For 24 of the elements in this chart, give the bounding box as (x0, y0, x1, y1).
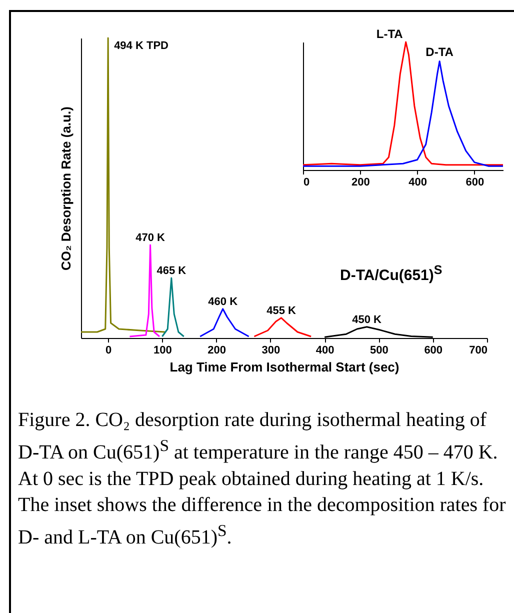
x-tick-label: 400 (408, 176, 427, 188)
x-tick-label: 100 (154, 344, 172, 356)
series-label: 470 K (136, 232, 166, 244)
y-axis-title: CO₂ Desorption Rate (a.u.) (58, 106, 74, 270)
series-label: 460 K (208, 296, 238, 308)
series-label: 494 K TPD (114, 40, 169, 52)
x-tick-label: 500 (370, 344, 388, 356)
series-label: D-TA (426, 45, 454, 60)
series-label: 455 K (266, 304, 296, 317)
x-tick-label: 200 (208, 344, 226, 356)
series-label: 465 K (156, 265, 186, 277)
x-tick-label: 600 (424, 344, 443, 356)
series-label: L-TA (376, 27, 404, 41)
x-tick-label: 200 (351, 176, 370, 188)
series-label: 450 K (352, 314, 382, 326)
x-tick-label: 400 (316, 344, 334, 356)
x-tick-label: 600 (466, 176, 484, 188)
x-tick-label: 0 (304, 176, 310, 188)
x-tick-label: 700 (469, 344, 488, 356)
x-tick-label: 0 (106, 344, 112, 356)
x-axis-title: Lag Time From Isothermal Start (sec) (170, 360, 400, 374)
x-tick-label: 300 (262, 344, 280, 356)
text: Figure 2. CO₂ desorption rate during isothermal heating of D-TA on Cu(651)$^{S}$ at temperature in the range 450 – 470 K. At 0 sec is the TPD peak obtained during heating at 1 K/s. The inset shows the difference in the decomposition rates for D- and L-TA on Cu(651)$^{S}$. (18, 409, 506, 548)
annotation: D-TA/Cu(651)$^{S}$ (340, 263, 442, 284)
